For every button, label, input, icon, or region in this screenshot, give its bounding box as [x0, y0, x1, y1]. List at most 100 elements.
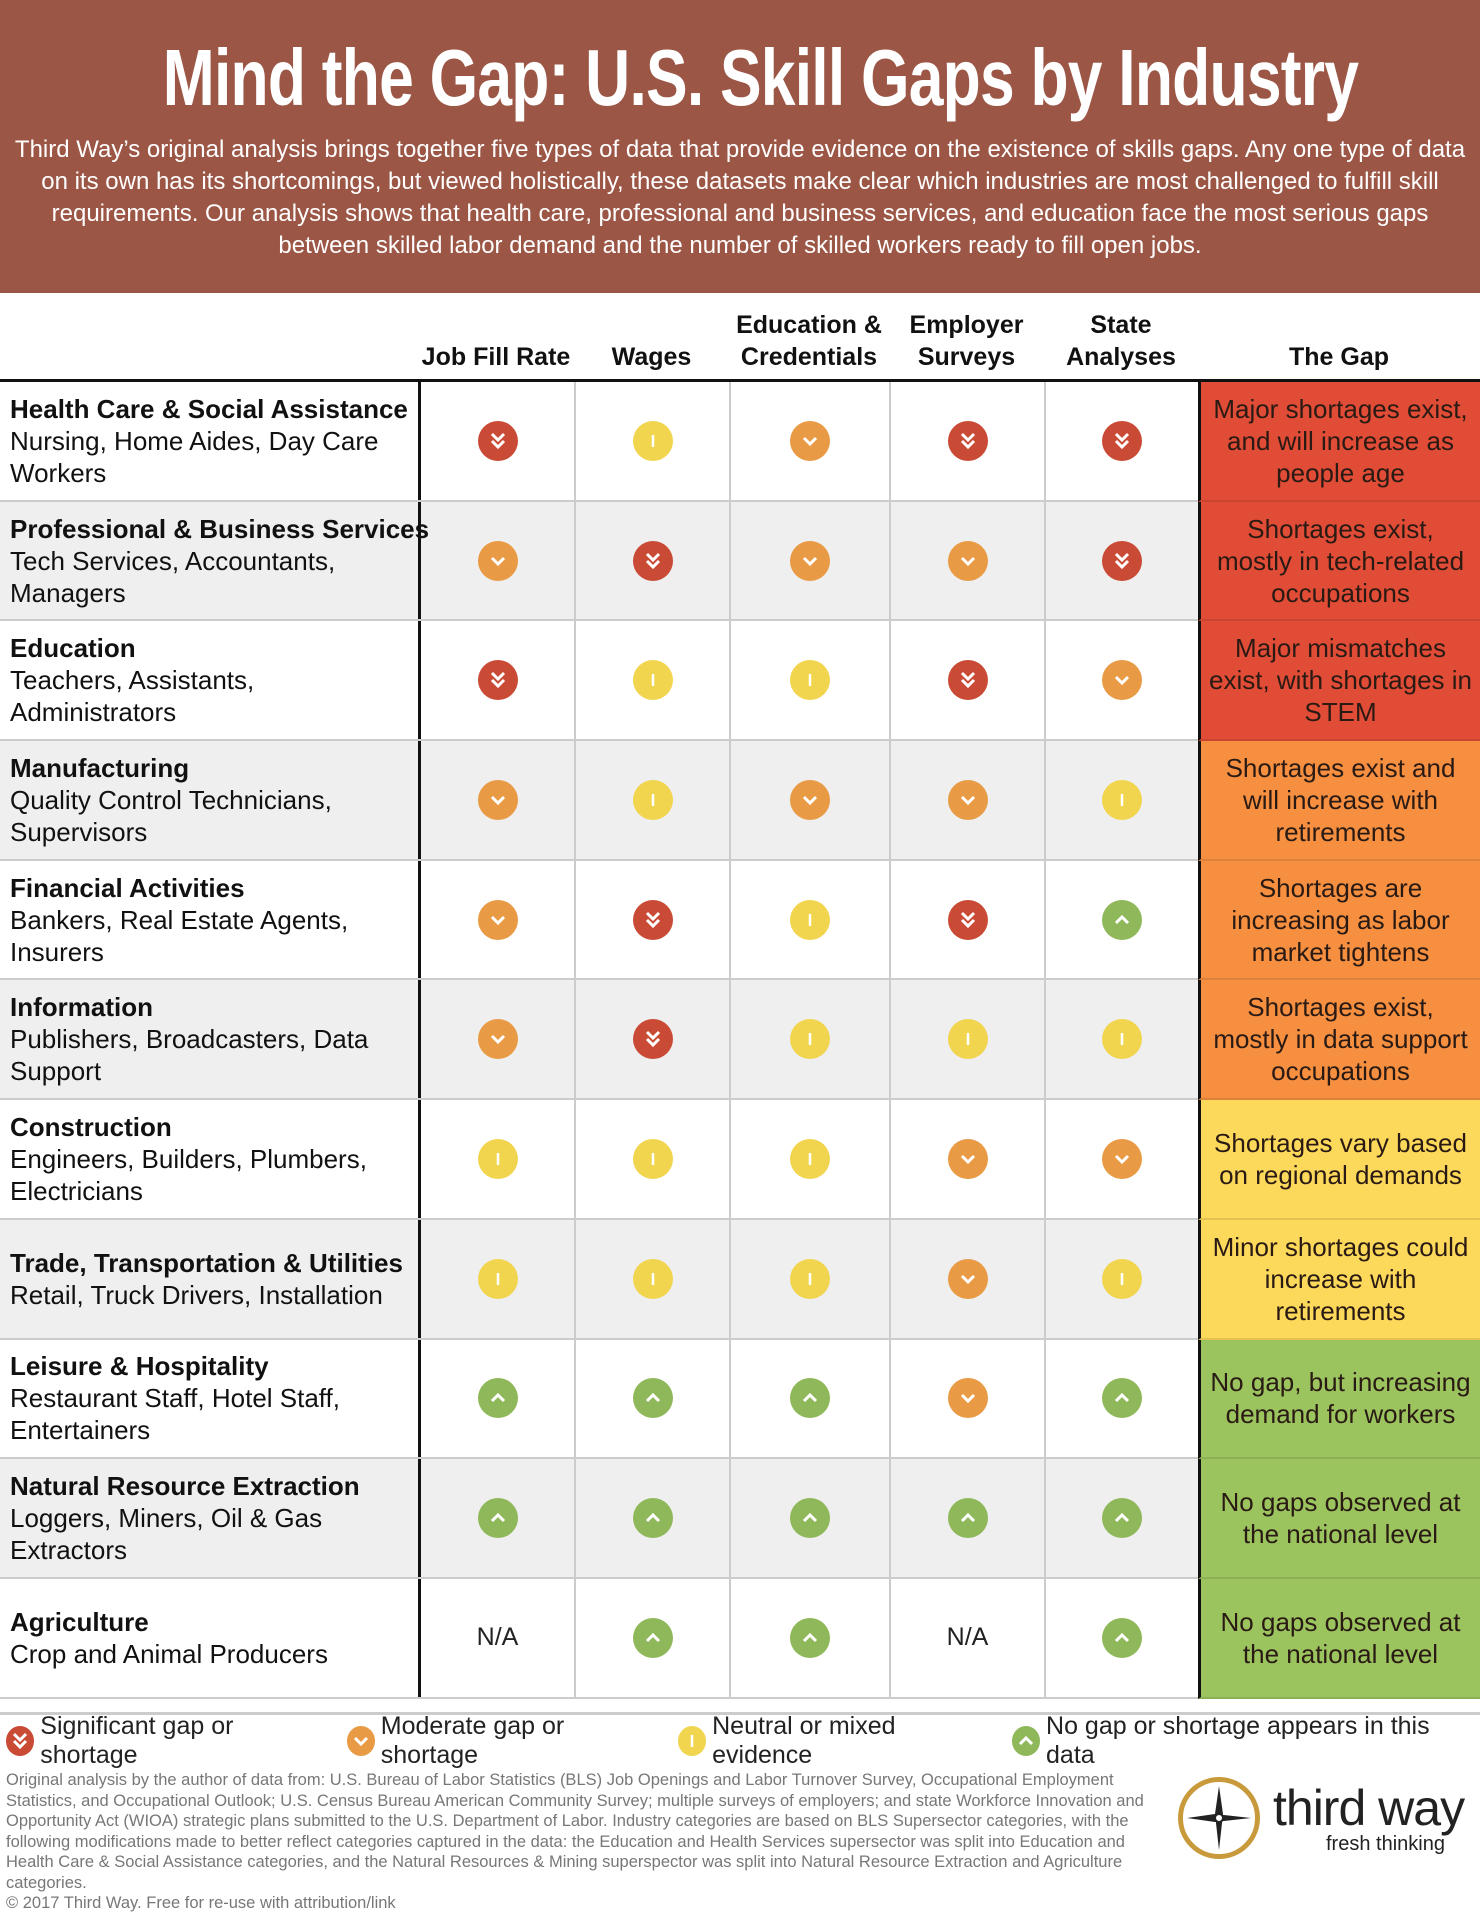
rating-cell — [729, 1100, 889, 1218]
rating-cell — [418, 1459, 574, 1577]
neutral-gap-icon — [1102, 779, 1142, 820]
none-gap-icon — [1102, 1617, 1142, 1658]
neutral-gap-icon — [1102, 1019, 1142, 1060]
rating-cell — [574, 1100, 729, 1218]
rating-cell — [1044, 980, 1198, 1099]
neutral-gap-icon — [790, 1019, 830, 1060]
moderate-gap-icon — [790, 540, 830, 581]
moderate-gap-icon — [1102, 1138, 1142, 1179]
rating-cell — [889, 1339, 1044, 1458]
column-header-education: Education & Credentials — [736, 311, 882, 371]
industry-name: Agriculture — [10, 1606, 149, 1637]
table-row: Leisure & Hospitality Restaurant Staff, H… — [0, 1339, 1480, 1460]
neutral-gap-icon — [632, 1138, 673, 1179]
legend-label: No gap or shortage appears in this data — [1046, 1711, 1430, 1769]
industry-label: Professional & Business Services Tech Ser… — [10, 513, 429, 609]
neutral-gap-icon — [790, 1138, 830, 1179]
industry-label: Health Care & Social Assistance Nursing, … — [10, 393, 408, 489]
rating-cell: N/A — [418, 1578, 574, 1697]
rating-cell — [418, 860, 574, 979]
gap-summary: Shortages exist and will increase with r… — [1198, 741, 1480, 861]
industry-occupations: Loggers, Miners, Oil & Gas Extractors — [10, 1503, 323, 1566]
rating-cell — [1044, 741, 1198, 859]
industry-name: Health Care & Social Assistance — [10, 393, 408, 424]
significant-gap-icon — [6, 1725, 35, 1756]
moderate-gap-icon — [947, 779, 988, 820]
rating-cell — [889, 741, 1044, 859]
moderate-gap-icon — [790, 779, 830, 820]
legend-item-significant: Significant gap or shortage — [6, 1712, 321, 1770]
industry-occupations: Restaurant Staff, Hotel Staff, Entertain… — [10, 1383, 341, 1446]
none-gap-icon — [632, 1617, 673, 1658]
logo-name: third way — [1273, 1780, 1465, 1836]
industry-occupations: Engineers, Builders, Plumbers, Electrici… — [10, 1143, 367, 1206]
industry-occupations: Publishers, Broadcasters, Data Support — [10, 1024, 369, 1087]
rating-cell — [889, 980, 1044, 1099]
rating-cell — [1044, 860, 1198, 979]
legend-label: Significant gap or shortage — [40, 1711, 234, 1769]
neutral-gap-icon — [677, 1725, 707, 1756]
table-row: Agriculture Crop and Animal Producers N/A N… — [0, 1578, 1480, 1699]
rating-cell: N/A — [889, 1578, 1044, 1697]
neutral-gap-icon — [632, 1258, 673, 1299]
gap-summary: Major mismatches exist, with shortages i… — [1198, 621, 1480, 742]
industry-label: Trade, Transportation & Utilities Retail,… — [10, 1247, 403, 1311]
significant-gap-icon — [947, 420, 988, 461]
none-gap-icon — [790, 1378, 830, 1419]
industry-name: Trade, Transportation & Utilities — [10, 1247, 403, 1278]
industry-occupations: Bankers, Real Estate Agents, Insurers — [10, 904, 349, 967]
moderate-gap-icon — [947, 1378, 988, 1419]
rating-cell — [1044, 1339, 1198, 1458]
significant-gap-icon — [477, 660, 518, 701]
legend-label: Neutral or mixed evidence — [712, 1711, 896, 1769]
rating-cell — [418, 1100, 574, 1218]
page-description: Third Way’s original analysis brings tog… — [14, 136, 1466, 259]
moderate-gap-icon — [477, 899, 518, 940]
significant-gap-icon — [1102, 540, 1142, 581]
column-header-wages: Wages — [611, 343, 692, 371]
rating-cell — [729, 1219, 889, 1338]
rating-cell — [889, 1219, 1044, 1338]
none-gap-icon — [1011, 1725, 1041, 1756]
moderate-gap-icon — [346, 1725, 375, 1756]
header-banner: Mind the Gap: U.S. Skill Gaps by Industr… — [0, 0, 1480, 293]
footer-sources: Original analysis by the author of data … — [6, 1771, 1144, 1892]
rating-cell — [1044, 621, 1198, 740]
industry-label: Manufacturing Quality Control Technicians… — [10, 752, 400, 848]
moderate-gap-icon — [477, 779, 518, 820]
gap-summary: Shortages are increasing as labor market… — [1198, 860, 1480, 981]
rating-cell — [889, 860, 1044, 979]
industry-name: Financial Activities — [10, 872, 245, 903]
rating-cell — [574, 1219, 729, 1338]
significant-gap-icon — [632, 1019, 673, 1060]
gap-summary: Shortages exist, mostly in tech-related … — [1198, 501, 1480, 622]
industry-occupations: Retail, Truck Drivers, Installation — [10, 1279, 383, 1310]
moderate-gap-icon — [477, 1019, 518, 1060]
rating-cell — [1044, 1219, 1198, 1338]
rating-cell — [729, 1578, 889, 1697]
rating-cell — [1044, 382, 1198, 500]
neutral-gap-icon — [790, 660, 830, 701]
rating-cell — [418, 621, 574, 740]
moderate-gap-icon — [947, 540, 988, 581]
neutral-gap-icon — [632, 660, 673, 701]
rating-cell — [889, 1100, 1044, 1218]
column-header-employer-surveys: Employer Surveys — [909, 311, 1024, 371]
industry-name: Leisure & Hospitality — [10, 1351, 269, 1382]
neutral-gap-icon — [632, 420, 673, 461]
neutral-gap-icon — [632, 779, 673, 820]
rating-cell — [574, 621, 729, 740]
rating-cell — [1044, 1100, 1198, 1218]
neutral-gap-icon — [1102, 1258, 1142, 1299]
significant-gap-icon — [632, 540, 673, 581]
rating-cell — [889, 382, 1044, 500]
compass-icon — [1178, 1777, 1260, 1859]
none-gap-icon — [947, 1498, 988, 1539]
footer-copyright: © 2017 Third Way. Free for re-use with a… — [6, 1894, 396, 1912]
rating-cell — [729, 621, 889, 740]
logo-tagline: fresh thinking — [1326, 1833, 1445, 1855]
rating-cell — [729, 501, 889, 620]
rating-cell — [574, 501, 729, 620]
neutral-gap-icon — [790, 1258, 830, 1299]
neutral-gap-icon — [947, 1019, 988, 1060]
